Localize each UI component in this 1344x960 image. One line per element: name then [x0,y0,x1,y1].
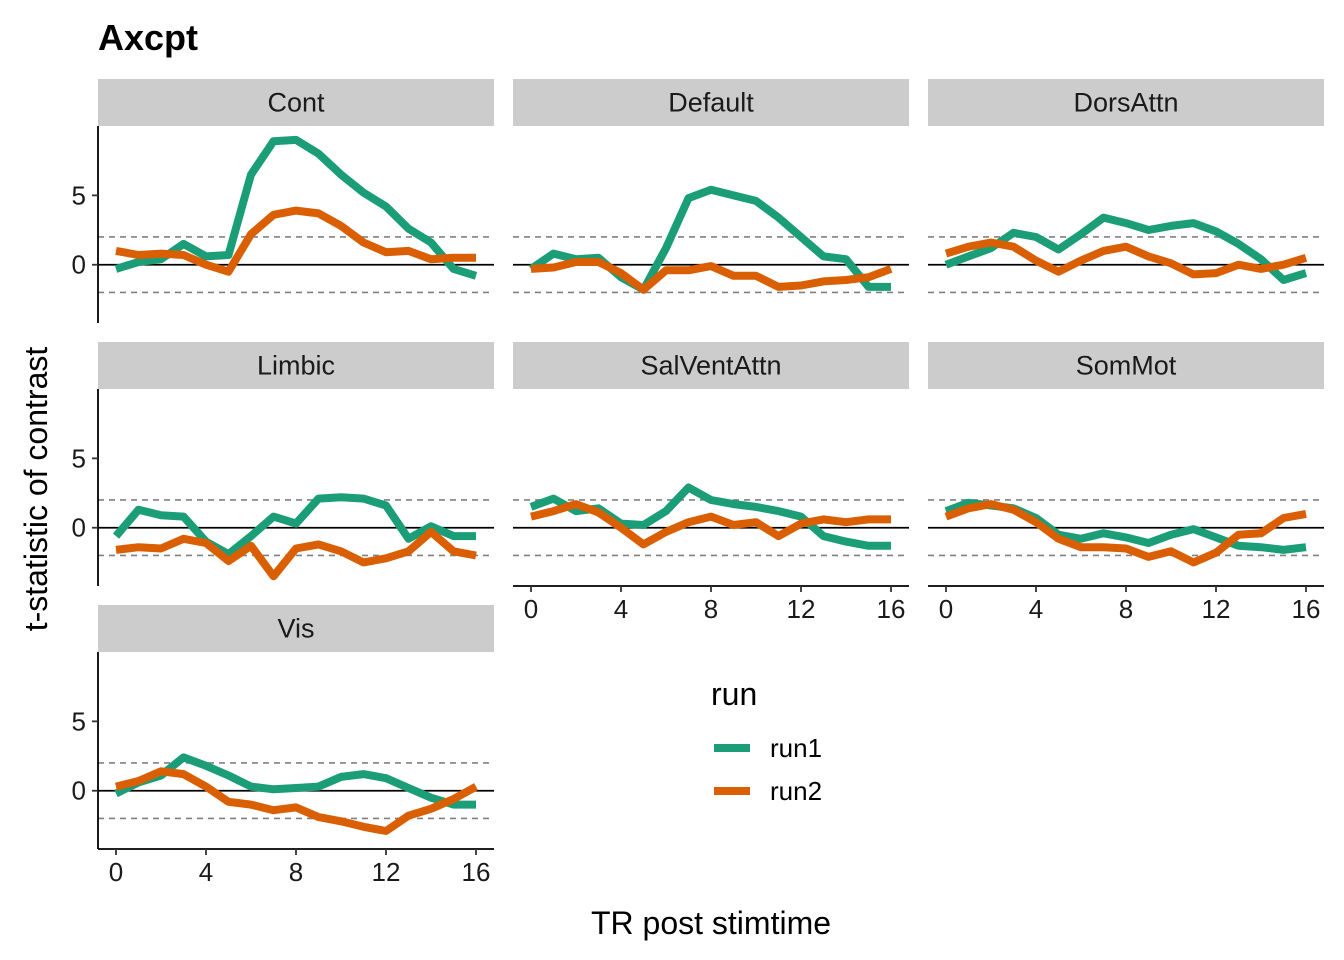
legend: run run1 run2 [711,676,822,806]
series-line-run2 [944,500,1307,567]
x-tick-label: 0 [939,594,953,624]
facet-dorsattn: DorsAttn [928,79,1324,294]
series-line-run1 [944,213,1308,284]
x-tick-label: 12 [372,857,401,887]
series-line-run1 [114,753,476,809]
facet-strip-label: DorsAttn [1073,88,1178,118]
y-tick-label: 0 [72,250,86,280]
series-line-run1 [114,135,478,280]
facet-default: Default [513,79,909,294]
facet-strip-label: Default [668,88,754,118]
y-tick-label: 0 [72,513,86,543]
y-axis-title: t-statistic of contrast [18,347,54,632]
series-line-run2 [115,206,476,276]
facet-strip [928,342,1324,389]
facet-panels: Cont 0 5 Default DorsAttn Limbic 0 5 SalVentAttn… [72,79,1324,887]
chart-title: Axcpt [98,17,198,58]
series-line-run2 [530,258,893,294]
series-line-run1 [528,185,891,294]
facet-strip [98,79,494,126]
facet-strip-label: Vis [277,614,314,644]
facet-strip-label: SomMot [1076,351,1177,381]
series-line-run2 [530,500,891,549]
facet-strip [513,79,909,126]
y-tick-label: 5 [72,706,86,736]
facet-sommot: SomMot 0 4 8 12 16 [928,342,1324,624]
facet-strip-label: Cont [267,88,325,118]
series-line-run2 [115,767,478,835]
x-tick-label: 0 [109,857,123,887]
facet-strip-label: Limbic [257,351,335,381]
x-tick-label: 4 [614,594,628,624]
facet-salventattn: SalVentAttn 0 4 8 12 16 [513,342,909,624]
facet-cont: Cont 0 5 [72,79,494,323]
facet-limbic: Limbic 0 5 [72,342,494,586]
facet-strip [98,342,494,389]
y-tick-label: 0 [72,776,86,806]
x-tick-label: 4 [1029,594,1043,624]
legend-title: run [711,676,757,712]
x-tick-label: 0 [524,594,538,624]
facet-strip [513,342,909,389]
x-tick-label: 4 [199,857,213,887]
facet-vis: Vis 0 5 0 4 8 12 16 [72,605,494,887]
x-tick-label: 8 [1119,594,1133,624]
legend-label-run2: run2 [770,776,822,806]
facet-strip [928,79,1324,126]
x-tick-label: 16 [1292,594,1321,624]
x-tick-label: 8 [289,857,303,887]
x-tick-label: 12 [787,594,816,624]
x-tick-label: 8 [704,594,718,624]
legend-label-run1: run1 [770,733,822,763]
y-tick-label: 5 [72,443,86,473]
series-line-run1 [112,493,476,559]
facet-strip-label: SalVentAttn [640,351,781,381]
x-tick-label: 12 [1202,594,1231,624]
x-tick-label: 16 [462,857,491,887]
facet-strip [98,605,494,652]
x-tick-label: 16 [877,594,906,624]
x-axis-title: TR post stimtime [591,905,831,941]
y-tick-label: 5 [72,180,86,210]
series-line-run2 [944,238,1308,279]
series-line-run2 [115,527,477,581]
